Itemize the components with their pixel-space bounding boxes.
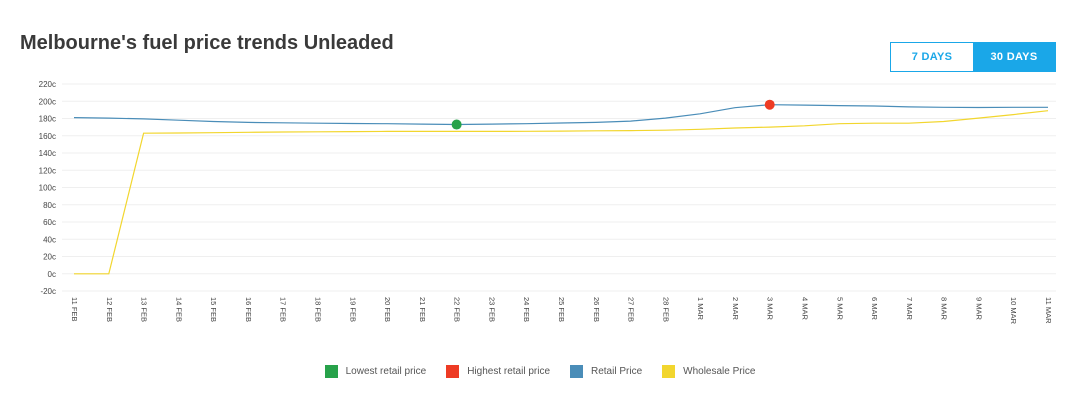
legend-item-highest[interactable]: Highest retail price xyxy=(446,365,550,378)
y-tick-label: 120c xyxy=(39,166,56,175)
x-tick-label: 7 MAR xyxy=(905,297,914,321)
price-trend-chart: -20c 0c 20c 40c 60c 80c 100c 120c 140c 160c 180c 20… xyxy=(39,80,1056,325)
range-toggle: 7 DAYS 30 DAYS xyxy=(890,42,1056,72)
y-tick-label: 0c xyxy=(48,270,56,279)
y-tick-label: 80c xyxy=(43,201,56,210)
x-tick-label: 27 FEB xyxy=(627,297,636,322)
x-tick-label: 6 MAR xyxy=(870,297,879,321)
x-tick-label: 14 FEB xyxy=(174,297,183,322)
seven-days-button[interactable]: 7 DAYS xyxy=(891,43,973,71)
x-tick-label: 26 FEB xyxy=(592,297,601,322)
x-tick-label: 25 FEB xyxy=(557,297,566,322)
legend-item-lowest[interactable]: Lowest retail price xyxy=(324,365,427,378)
highest-price-marker xyxy=(764,99,775,110)
y-tick-label: 220c xyxy=(39,80,56,89)
y-tick-label: 100c xyxy=(39,184,56,193)
legend-item-wholesale[interactable]: Wholesale Price xyxy=(662,365,755,378)
y-tick-label: 180c xyxy=(39,115,56,124)
lowest-price-marker xyxy=(451,119,462,130)
y-tick-label: 40c xyxy=(43,235,56,244)
x-tick-label: 13 FEB xyxy=(140,297,149,322)
x-tick-label: 11 MAR xyxy=(1044,297,1053,324)
x-tick-label: 2 MAR xyxy=(731,297,740,321)
y-tick-label: -20c xyxy=(40,287,56,296)
x-tick-label: 22 FEB xyxy=(453,297,462,322)
chart-title: Melbourne's fuel price trends Unleaded xyxy=(20,32,394,54)
x-tick-label: 21 FEB xyxy=(418,297,427,322)
x-tick-label: 9 MAR xyxy=(974,297,983,321)
x-tick-label: 12 FEB xyxy=(105,297,114,322)
legend-item-retail[interactable]: Retail Price xyxy=(570,365,642,378)
legend-label-wholesale: Wholesale Price xyxy=(683,366,756,377)
y-tick-label: 20c xyxy=(43,253,56,262)
legend-swatch-retail xyxy=(570,365,583,378)
y-tick-label: 160c xyxy=(39,132,56,141)
y-tick-label: 140c xyxy=(39,149,56,158)
y-tick-label: 200c xyxy=(39,97,56,106)
x-tick-label: 20 FEB xyxy=(383,297,392,322)
retail-price-line xyxy=(73,104,1048,126)
legend-swatch-highest xyxy=(446,365,460,378)
x-tick-label: 3 MAR xyxy=(766,297,775,321)
x-tick-label: 18 FEB xyxy=(314,297,323,322)
x-tick-label: 24 FEB xyxy=(522,297,531,322)
x-tick-label: 10 MAR xyxy=(1009,297,1018,325)
x-tick-label: 23 FEB xyxy=(487,297,496,322)
legend-label-highest: Highest retail price xyxy=(467,366,550,377)
y-tick-label: 60c xyxy=(43,218,56,227)
thirty-days-button[interactable]: 30 DAYS xyxy=(973,43,1055,71)
x-tick-label: 4 MAR xyxy=(801,297,810,321)
x-tick-label: 16 FEB xyxy=(244,297,253,322)
wholesale-price-line xyxy=(74,110,1049,275)
x-tick-label: 5 MAR xyxy=(835,297,844,321)
legend-swatch-lowest xyxy=(324,365,338,378)
chart-legend: Lowest retail price Highest retail price… xyxy=(0,365,1080,378)
legend-label-retail: Retail Price xyxy=(591,366,643,377)
x-tick-label: 28 FEB xyxy=(661,297,670,322)
x-tick-label: 11 FEB xyxy=(70,297,79,321)
x-tick-label: 19 FEB xyxy=(348,297,357,322)
x-tick-label: 17 FEB xyxy=(279,297,288,322)
legend-swatch-wholesale xyxy=(662,365,676,378)
legend-label-lowest: Lowest retail price xyxy=(345,366,427,377)
x-tick-label: 15 FEB xyxy=(209,297,218,322)
x-tick-label: 8 MAR xyxy=(940,297,949,321)
x-tick-label: 1 MAR xyxy=(696,297,705,321)
